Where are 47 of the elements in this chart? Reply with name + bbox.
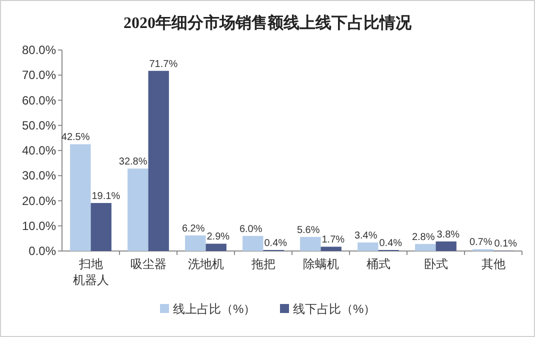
legend-label: 线上占比（%） xyxy=(173,302,256,316)
y-tick-label: 80.0% xyxy=(22,43,56,57)
data-label: 0.4% xyxy=(264,238,288,249)
x-tick-label: 吸尘器 xyxy=(130,257,166,271)
data-label: 32.8% xyxy=(118,156,148,168)
bar xyxy=(70,144,91,251)
data-label: 6.0% xyxy=(239,224,262,235)
x-tick-label: 洗地机 xyxy=(188,257,224,271)
x-tick-label: 扫地机器人 xyxy=(72,257,109,287)
data-label: 3.8% xyxy=(436,229,460,240)
y-tick-label: 60.0% xyxy=(22,93,56,108)
data-label: 0.4% xyxy=(379,238,402,249)
legend-label: 线下占比（%） xyxy=(293,302,376,316)
data-label: 0.7% xyxy=(469,237,492,248)
y-tick-label: 70.0% xyxy=(22,68,56,82)
x-tick-label: 其他 xyxy=(481,257,506,271)
data-label: 3.4% xyxy=(354,230,378,242)
bar xyxy=(185,235,206,251)
bar xyxy=(300,236,321,251)
bar xyxy=(206,244,226,251)
y-tick-label: 50.0% xyxy=(22,118,56,132)
bar xyxy=(320,246,342,251)
x-tick-label: 卧式 xyxy=(424,257,448,271)
bar xyxy=(242,236,264,251)
y-tick-label: 30.0% xyxy=(22,168,56,183)
bar xyxy=(415,244,436,251)
x-tick-label: 桶式 xyxy=(366,257,390,271)
bar xyxy=(128,168,148,251)
bar xyxy=(436,241,456,251)
data-label: 0.1% xyxy=(494,238,518,250)
y-tick-label: 40.0% xyxy=(22,144,56,158)
bar xyxy=(358,242,378,251)
bar xyxy=(90,203,112,251)
data-label: 1.7% xyxy=(322,234,345,246)
data-label: 2.9% xyxy=(206,232,230,243)
x-tick-label: 除螨机 xyxy=(302,257,339,271)
y-tick-label: 10.0% xyxy=(22,218,56,233)
y-tick-label: 20.0% xyxy=(22,194,56,208)
data-label: 71.7% xyxy=(149,58,178,70)
x-tick-label: 拖把 xyxy=(250,257,276,271)
y-tick-label: 0.0% xyxy=(28,244,56,258)
data-label: 2.8% xyxy=(412,232,435,243)
data-label: 19.1% xyxy=(92,191,120,202)
bar xyxy=(148,70,169,251)
chart-title: 2020年细分市场销售额线上线下占比情况 xyxy=(124,14,412,32)
data-label: 6.2% xyxy=(182,223,205,234)
data-label: 5.6% xyxy=(296,224,320,236)
